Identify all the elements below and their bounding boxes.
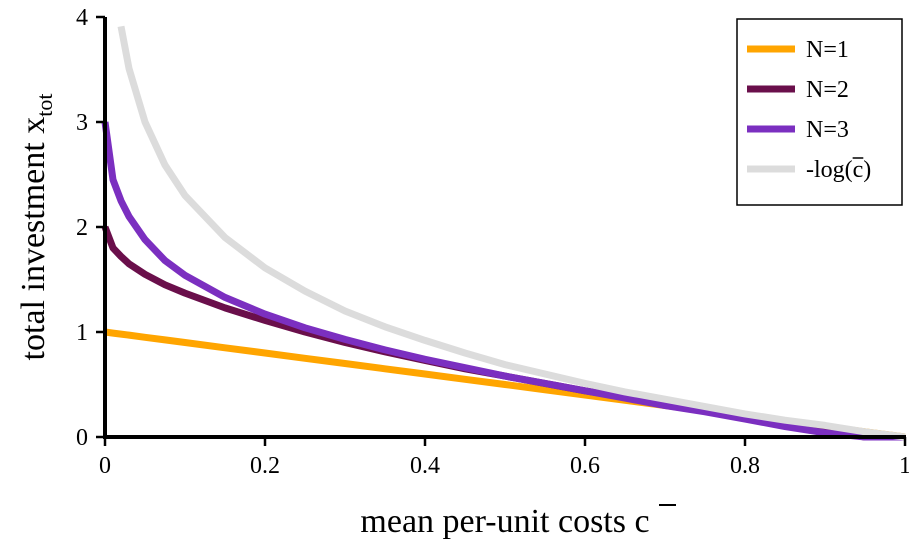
x-tick-label: 0.6 [570,453,600,479]
x-axis-title: mean per-unit costs c [360,503,649,540]
ticks: 0 0.2 0.4 0.6 0.8 1 0 1 2 3 4 [76,5,909,479]
series-line-log-c [117,25,906,441]
plot-lines [101,25,906,441]
y-axis-title-subscript: tot [32,94,57,117]
legend-label-n-3: N=3 [806,117,849,143]
legend-label-log-c: -log(c) [806,157,871,183]
series-line-n-3 [101,121,905,441]
x-tick-label: 0.2 [250,453,280,479]
x-tick-label: 1 [899,453,909,479]
y-tick-label: 3 [76,110,88,136]
x-tick-label: 0 [99,453,111,479]
y-axis-title-main: total investment x [15,117,52,361]
y-tick-label: 1 [76,320,88,346]
x-tick-label: 0.4 [410,453,440,479]
y-tick-label: 0 [76,425,88,451]
legend: N=1 N=2 N=3 -log(c) [736,18,903,206]
y-tick-label: 2 [76,215,88,241]
legend-label-n-1: N=1 [806,37,849,63]
y-axis-title: total investment xtot [15,94,57,361]
legend-label-n-2: N=2 [806,77,849,103]
x-tick-label: 0.8 [730,453,760,479]
y-tick-label: 4 [76,5,88,31]
series-line-n-2 [101,225,905,441]
